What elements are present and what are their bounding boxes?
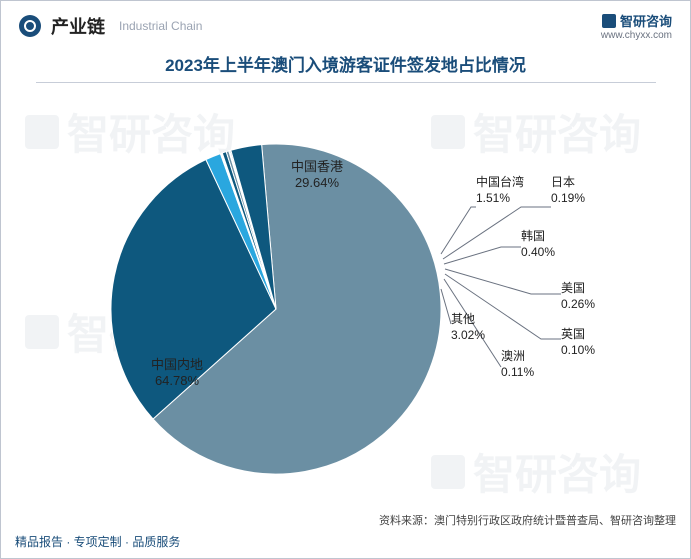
slice-label-other: 其他3.02% xyxy=(451,312,485,343)
footer-text: 精品报告 · 专项定制 · 品质服务 xyxy=(15,533,180,550)
leader-line xyxy=(441,289,451,324)
header-left: 产业链 Industrial Chain xyxy=(19,13,202,39)
slice-label-hk: 中国香港29.64% xyxy=(291,159,343,192)
leader-line xyxy=(444,247,521,264)
section-title: 产业链 xyxy=(51,13,105,39)
slice-label-uk: 英国0.10% xyxy=(561,327,595,358)
title-underline xyxy=(36,82,656,83)
header: 产业链 Industrial Chain 智研咨询 www.chyxx.com xyxy=(1,1,690,45)
slice-label-us: 美国0.26% xyxy=(561,281,595,312)
title-row: 2023年上半年澳门入境游客证件签发地占比情况 xyxy=(1,51,690,83)
slice-label-jp: 日本0.19% xyxy=(551,175,585,206)
brand: 智研咨询 xyxy=(601,11,672,30)
brand-icon xyxy=(602,14,616,28)
section-subtitle: Industrial Chain xyxy=(119,19,202,33)
slice-label-mainland: 中国内地64.78% xyxy=(151,357,203,390)
brand-url: www.chyxx.com xyxy=(601,30,672,41)
slice-label-au: 澳洲0.11% xyxy=(501,349,534,380)
chart-area: 中国内地64.78% 中国香港29.64% 中国台湾1.51% 日本0.19% … xyxy=(1,89,691,509)
leader-line xyxy=(445,269,561,294)
brand-name: 智研咨询 xyxy=(620,11,672,30)
slice-label-tw: 中国台湾1.51% xyxy=(476,175,524,206)
section-icon xyxy=(19,15,41,37)
slice-label-kr: 韩国0.40% xyxy=(521,229,555,260)
leader-line xyxy=(441,207,476,254)
source-text: 资料来源：澳门特别行政区政府统计暨普查局、智研咨询整理 xyxy=(379,512,676,528)
header-right: 智研咨询 www.chyxx.com xyxy=(601,11,672,41)
chart-container: 智研咨询 智研咨询 智研咨询 智研咨询 产业链 Industrial Chain… xyxy=(0,0,691,559)
chart-title: 2023年上半年澳门入境游客证件签发地占比情况 xyxy=(1,51,690,76)
